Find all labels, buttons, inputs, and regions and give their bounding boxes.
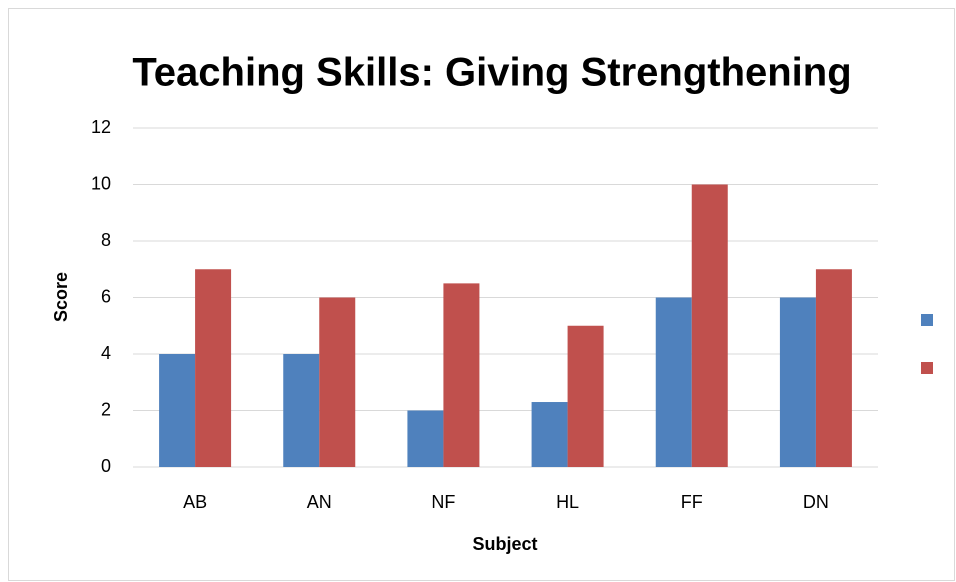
bar: [567, 325, 604, 467]
bar: [779, 297, 816, 467]
chart-frame: [8, 8, 955, 581]
y-tick-label: 4: [101, 343, 111, 363]
bar: [319, 297, 356, 467]
x-tick-label: AB: [183, 492, 207, 512]
y-tick-label: 10: [91, 173, 111, 193]
legend-swatch: [921, 362, 933, 374]
y-axis-label: Score: [51, 272, 71, 322]
x-tick-label: AN: [307, 492, 332, 512]
bar: [691, 184, 728, 467]
bar: [195, 269, 232, 467]
x-axis-label: Subject: [472, 534, 537, 554]
bar: [283, 354, 320, 467]
y-tick-label: 6: [101, 286, 111, 306]
y-tick-label: 0: [101, 456, 111, 476]
legend-swatch: [921, 314, 933, 326]
x-tick-label: HL: [556, 492, 579, 512]
y-tick-label: 12: [91, 117, 111, 137]
chart-title: Teaching Skills: Giving Strengthening: [132, 51, 851, 95]
bar: [531, 402, 568, 467]
x-tick-label: FF: [681, 492, 703, 512]
bar: [159, 354, 196, 467]
x-tick-label: NF: [431, 492, 455, 512]
y-tick-label: 2: [101, 399, 111, 419]
bar: [815, 269, 852, 467]
bar: [443, 283, 480, 467]
bar: [655, 297, 692, 467]
x-tick-label: DN: [803, 492, 829, 512]
y-tick-label: 8: [101, 230, 111, 250]
bar: [407, 410, 444, 467]
